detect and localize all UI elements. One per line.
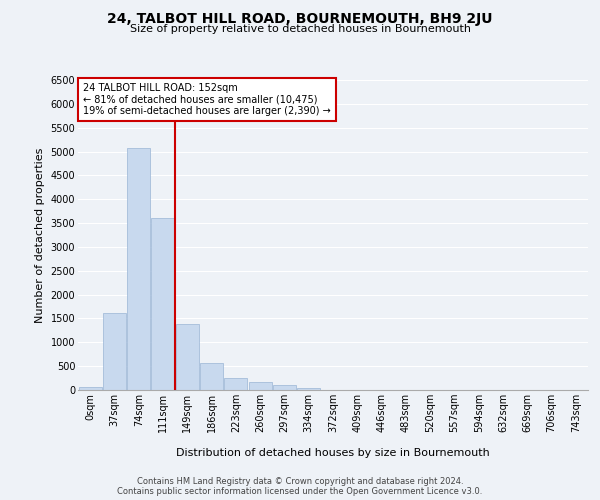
Bar <box>176 324 199 390</box>
Text: Contains HM Land Registry data © Crown copyright and database right 2024.: Contains HM Land Registry data © Crown c… <box>137 478 463 486</box>
Text: Size of property relative to detached houses in Bournemouth: Size of property relative to detached ho… <box>130 24 470 34</box>
Bar <box>273 385 296 390</box>
Bar <box>297 388 320 390</box>
Bar <box>127 148 150 390</box>
Bar <box>248 382 272 390</box>
Text: Distribution of detached houses by size in Bournemouth: Distribution of detached houses by size … <box>176 448 490 458</box>
Text: Contains public sector information licensed under the Open Government Licence v3: Contains public sector information licen… <box>118 488 482 496</box>
Bar <box>224 378 247 390</box>
Bar <box>200 364 223 390</box>
Y-axis label: Number of detached properties: Number of detached properties <box>35 148 45 322</box>
Bar <box>151 218 175 390</box>
Bar <box>103 312 126 390</box>
Bar <box>79 387 101 390</box>
Text: 24 TALBOT HILL ROAD: 152sqm
← 81% of detached houses are smaller (10,475)
19% of: 24 TALBOT HILL ROAD: 152sqm ← 81% of det… <box>83 83 331 116</box>
Text: 24, TALBOT HILL ROAD, BOURNEMOUTH, BH9 2JU: 24, TALBOT HILL ROAD, BOURNEMOUTH, BH9 2… <box>107 12 493 26</box>
